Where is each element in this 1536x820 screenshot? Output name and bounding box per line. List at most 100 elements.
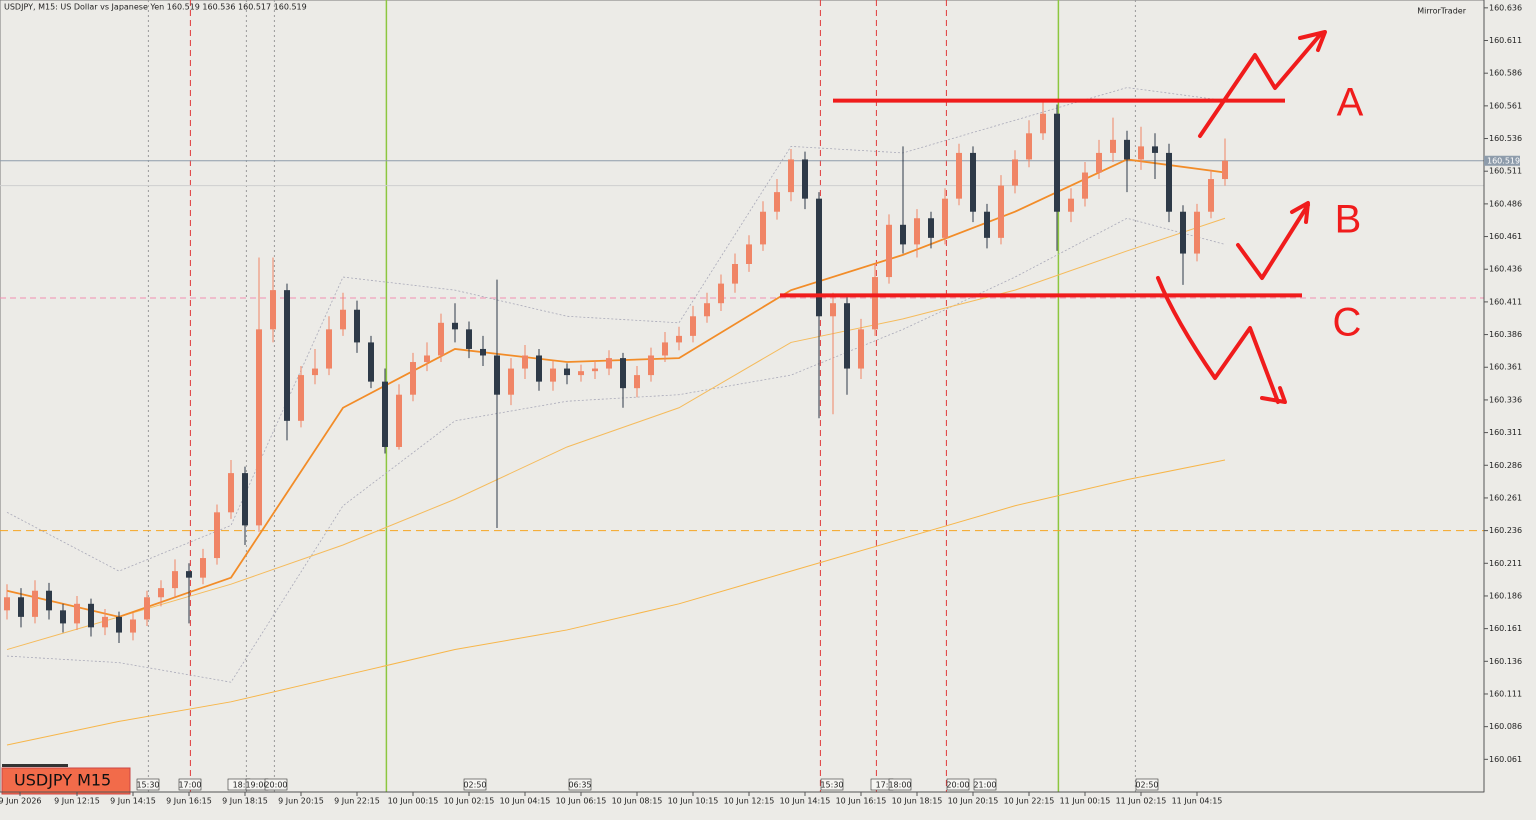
price-tag bbox=[1484, 155, 1520, 166]
x-tick-label: 9 Jun 18:15 bbox=[222, 797, 268, 806]
x-tick-label: 10 Jun 14:15 bbox=[780, 797, 831, 806]
time-marker: 15:30 bbox=[136, 781, 159, 790]
candle-body bbox=[536, 355, 542, 382]
candle-body bbox=[704, 303, 710, 317]
time-marker: 18: bbox=[233, 781, 246, 790]
candle-body bbox=[74, 603, 80, 624]
candle-body bbox=[172, 571, 178, 589]
candle-body bbox=[144, 597, 150, 620]
candle-body bbox=[480, 348, 486, 356]
time-marker-box bbox=[973, 778, 997, 791]
y-tick-label: 160.286 bbox=[1489, 461, 1522, 470]
arrow-a bbox=[1198, 30, 1327, 138]
time-marker: 06:35 bbox=[568, 781, 591, 790]
candle-body bbox=[816, 198, 822, 317]
x-tick-label: 11 Jun 00:15 bbox=[1060, 797, 1111, 806]
time-marker: 17: bbox=[876, 781, 889, 790]
candle-body bbox=[886, 224, 892, 278]
y-tick-label: 160.386 bbox=[1489, 330, 1522, 339]
y-tick-label: 160.186 bbox=[1489, 591, 1522, 600]
candle-body bbox=[984, 211, 990, 238]
badge-bar bbox=[2, 764, 68, 767]
candle-body bbox=[284, 290, 290, 421]
y-tick-label: 160.161 bbox=[1489, 624, 1522, 633]
time-marker: 17:00 bbox=[178, 781, 201, 790]
candle-body bbox=[788, 159, 794, 193]
x-tick-label: 10 Jun 02:15 bbox=[444, 797, 495, 806]
x-tick-label: 10 Jun 00:15 bbox=[388, 797, 439, 806]
candle-body bbox=[956, 152, 962, 199]
candle-body bbox=[732, 264, 738, 284]
x-tick-label: 9 Jun 14:15 bbox=[110, 797, 156, 806]
candle-body bbox=[1054, 113, 1060, 212]
candle-body bbox=[1194, 211, 1200, 254]
candle-body bbox=[186, 571, 192, 578]
time-marker: 15:30 bbox=[820, 781, 843, 790]
x-tick-label: 11 Jun 02:15 bbox=[1116, 797, 1167, 806]
y-tick-label: 160.436 bbox=[1489, 265, 1522, 274]
x-tick-label: 10 Jun 10:15 bbox=[668, 797, 719, 806]
candle-body bbox=[564, 368, 570, 376]
brand: MirrorTrader bbox=[1417, 7, 1466, 16]
candle-body bbox=[214, 512, 220, 559]
candle-body bbox=[368, 342, 374, 382]
annotation: A bbox=[1337, 81, 1364, 125]
candle-body bbox=[312, 368, 318, 376]
x-tick-label: 9 Jun 22:15 bbox=[334, 797, 380, 806]
candle-body bbox=[466, 329, 472, 349]
x-tick-label: 9 Jun 20:15 bbox=[278, 797, 324, 806]
candle-body bbox=[1068, 198, 1074, 212]
candle-body bbox=[1026, 133, 1032, 160]
candle-body bbox=[200, 558, 206, 578]
candle-body bbox=[88, 603, 94, 628]
y-tick-label: 160.561 bbox=[1489, 101, 1522, 110]
candle-body bbox=[18, 597, 24, 617]
time-marker: 18:00 bbox=[888, 781, 911, 790]
candle-body bbox=[774, 192, 780, 212]
candle-body bbox=[844, 303, 850, 369]
plot bbox=[0, 0, 1484, 792]
candle-body bbox=[970, 152, 976, 212]
candle-body bbox=[354, 309, 360, 343]
candle-body bbox=[802, 159, 808, 199]
time-marker: 21:00 bbox=[973, 781, 996, 790]
time-marker-box bbox=[820, 778, 844, 791]
candle-body bbox=[634, 375, 640, 389]
y-tick-label: 160.211 bbox=[1489, 559, 1522, 568]
candle-body bbox=[858, 329, 864, 369]
y-tick-label: 160.461 bbox=[1489, 232, 1522, 241]
time-marker-box bbox=[463, 778, 487, 791]
header: USDJPY, M15: US Dollar vs Japanese Yen 1… bbox=[4, 3, 307, 12]
y-tick-label: 160.361 bbox=[1489, 363, 1522, 372]
indicator-line bbox=[6, 217, 1226, 651]
annotation: B bbox=[1335, 198, 1362, 242]
time-marker: 02:50 bbox=[463, 781, 486, 790]
y-tick-label: 160.061 bbox=[1489, 755, 1522, 764]
x-tick-label: 10 Jun 22:15 bbox=[1004, 797, 1055, 806]
y-tick-label: 160.636 bbox=[1489, 3, 1522, 12]
candle-body bbox=[676, 335, 682, 343]
y-tick-label: 160.336 bbox=[1489, 395, 1522, 404]
candle-body bbox=[256, 329, 262, 526]
candle-body bbox=[410, 362, 416, 395]
candle-body bbox=[298, 375, 304, 421]
candle-body bbox=[424, 355, 430, 363]
candle-body bbox=[270, 290, 276, 330]
y-tick-label: 160.611 bbox=[1489, 36, 1522, 45]
candle-body bbox=[228, 473, 234, 513]
candle-body bbox=[158, 588, 164, 598]
y-tick-label: 160.511 bbox=[1489, 167, 1522, 176]
candle-body bbox=[494, 355, 500, 395]
candle-body bbox=[438, 322, 444, 356]
candle-body bbox=[1208, 179, 1214, 212]
time-marker: 20:00 bbox=[264, 781, 287, 790]
candle-body bbox=[1152, 146, 1158, 153]
candle-body bbox=[690, 316, 696, 336]
y-tick-label: 160.261 bbox=[1489, 493, 1522, 502]
x-tick-label: 9 Jun 2026 bbox=[0, 797, 42, 806]
candle-body bbox=[1012, 159, 1018, 186]
candle-body bbox=[900, 224, 906, 245]
candle-body bbox=[1040, 113, 1046, 134]
candle-body bbox=[648, 355, 654, 376]
